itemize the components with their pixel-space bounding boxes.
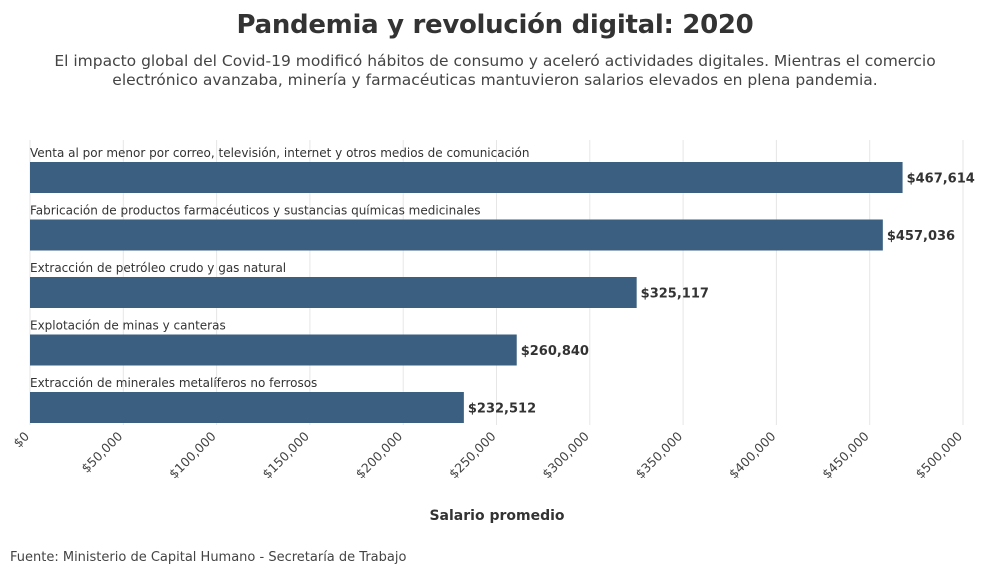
x-tick-label: $450,000 (819, 428, 872, 481)
bar (30, 334, 517, 366)
x-tick-label: $350,000 (632, 428, 685, 481)
chart-subtitle: El impacto global del Covid-19 modificó … (54, 52, 936, 89)
source-note: Fuente: Ministerio de Capital Humano - S… (10, 550, 407, 565)
x-tick-label: $200,000 (353, 428, 406, 481)
x-tick-label: $0 (10, 428, 32, 450)
x-axis-ticks: $0 $50,000 $100,000 $150,000 $200,000 $250,00… (10, 428, 965, 481)
bars: Venta al por menor por correo, televisió… (30, 146, 975, 423)
category-label: Extracción de minerales metalíferos no f… (30, 376, 317, 390)
bar (30, 392, 464, 423)
x-tick-label: $150,000 (259, 428, 312, 481)
category-label: Extracción de petróleo crudo y gas natur… (30, 261, 286, 275)
x-tick-label: $250,000 (446, 428, 499, 481)
value-label: $260,840 (521, 344, 589, 359)
bar (30, 219, 883, 251)
value-label: $457,036 (887, 229, 955, 244)
x-tick-label: $500,000 (912, 428, 965, 481)
value-label: $232,512 (468, 402, 536, 417)
x-tick-label: $300,000 (539, 428, 592, 481)
value-label: $325,117 (641, 287, 709, 302)
x-axis-title: Salario promedio (429, 508, 564, 524)
category-label: Fabricación de productos farmacéuticos y… (30, 204, 481, 218)
x-tick-label: $50,000 (78, 428, 125, 475)
category-label: Explotación de minas y canteras (30, 319, 226, 333)
bar (30, 162, 903, 193)
category-label: Venta al por menor por correo, televisió… (30, 146, 529, 160)
value-label: $467,614 (907, 172, 975, 187)
x-tick-label: $100,000 (166, 428, 219, 481)
bar (30, 277, 637, 308)
x-tick-label: $400,000 (726, 428, 779, 481)
chart-title: Pandemia y revolución digital: 2020 (236, 10, 754, 40)
